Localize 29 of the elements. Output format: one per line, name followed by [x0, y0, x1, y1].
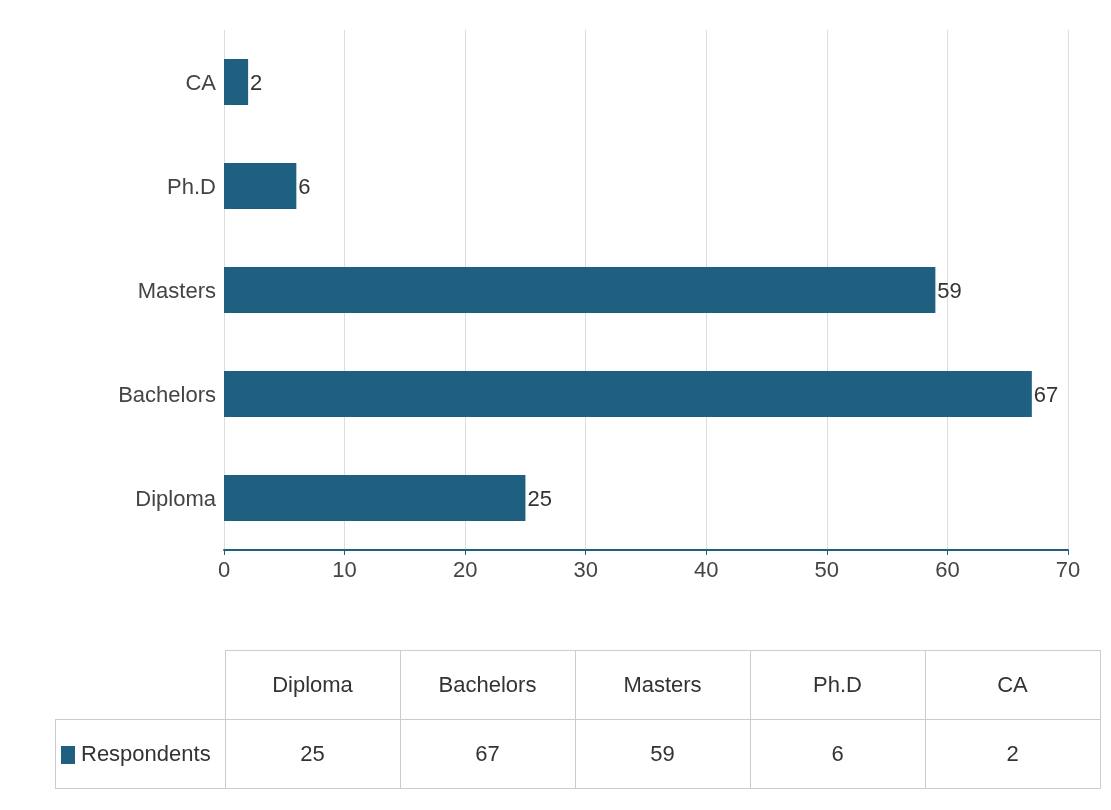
x-tick-label: 0: [217, 556, 231, 582]
category-label: Bachelors: [438, 672, 537, 697]
category-label: CA: [997, 672, 1028, 697]
y-tick-label: Bachelors: [118, 381, 216, 407]
text: 2: [925, 719, 1100, 789]
x-tick-label: 20: [452, 556, 478, 582]
data-label: 25: [527, 485, 552, 511]
legend-label: Respondents: [81, 741, 211, 766]
x-tick-label: 10: [332, 556, 357, 582]
data-label: 6: [298, 173, 311, 199]
data-label: 67: [1033, 381, 1059, 407]
x-tick-label: 60: [935, 556, 960, 582]
y-tick-label: Masters: [137, 277, 216, 303]
data-label: 2: [250, 69, 263, 95]
x-tick-label: 40: [694, 556, 719, 582]
x-tick-label: 50: [814, 556, 840, 582]
data-label: 59: [937, 277, 962, 303]
text: 67: [400, 719, 575, 789]
y-tick-label: CA: [185, 69, 217, 95]
y-tick-label: Ph.D: [167, 173, 216, 199]
category-label: Masters: [623, 672, 702, 697]
x-tick-label: 30: [573, 556, 598, 582]
category-label: Ph.D: [813, 672, 862, 697]
text: 25: [225, 719, 400, 789]
text: 59: [575, 719, 750, 789]
y-tick-label: Diploma: [135, 485, 217, 511]
text: 6: [750, 719, 925, 789]
x-tick-label: 70: [1055, 556, 1081, 582]
category-label: Diploma: [272, 672, 353, 697]
